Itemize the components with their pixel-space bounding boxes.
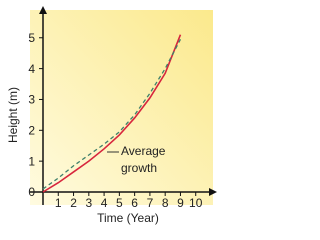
x-tick-label: 10 bbox=[189, 196, 203, 210]
y-tick-label: 5 bbox=[28, 31, 35, 45]
x-axis-label: Time (Year) bbox=[97, 211, 159, 225]
x-tick-label: 4 bbox=[101, 196, 108, 210]
y-tick-label: 1 bbox=[28, 154, 35, 168]
page: Height (m) Time (Year) 1 2 3 4 5 6 7 8 9 10 0 1 2 3 4 5… bbox=[6, 6, 217, 226]
x-tick-label: 6 bbox=[131, 196, 138, 210]
x-tick-label: 7 bbox=[147, 196, 154, 210]
y-tick-label: 0 bbox=[28, 185, 35, 199]
y-tick-label: 4 bbox=[28, 62, 35, 76]
x-tick-label: 5 bbox=[116, 196, 123, 210]
y-axis-label: Height (m) bbox=[6, 87, 20, 143]
x-tick-label: 9 bbox=[177, 196, 184, 210]
x-tick-label: 3 bbox=[85, 196, 92, 210]
series-line bbox=[42, 39, 182, 190]
y-tick-label: 2 bbox=[28, 123, 35, 137]
y-tick-label: 3 bbox=[28, 93, 35, 107]
x-tick-label: 1 bbox=[55, 196, 62, 210]
plot-background bbox=[30, 10, 213, 205]
x-tick-label: 2 bbox=[70, 196, 77, 210]
x-axis-arrow bbox=[209, 188, 217, 196]
y-axis-arrow bbox=[39, 6, 47, 14]
x-tick-label: 8 bbox=[162, 196, 169, 210]
series-line bbox=[42, 34, 182, 193]
annotation: Average growth bbox=[121, 144, 166, 175]
